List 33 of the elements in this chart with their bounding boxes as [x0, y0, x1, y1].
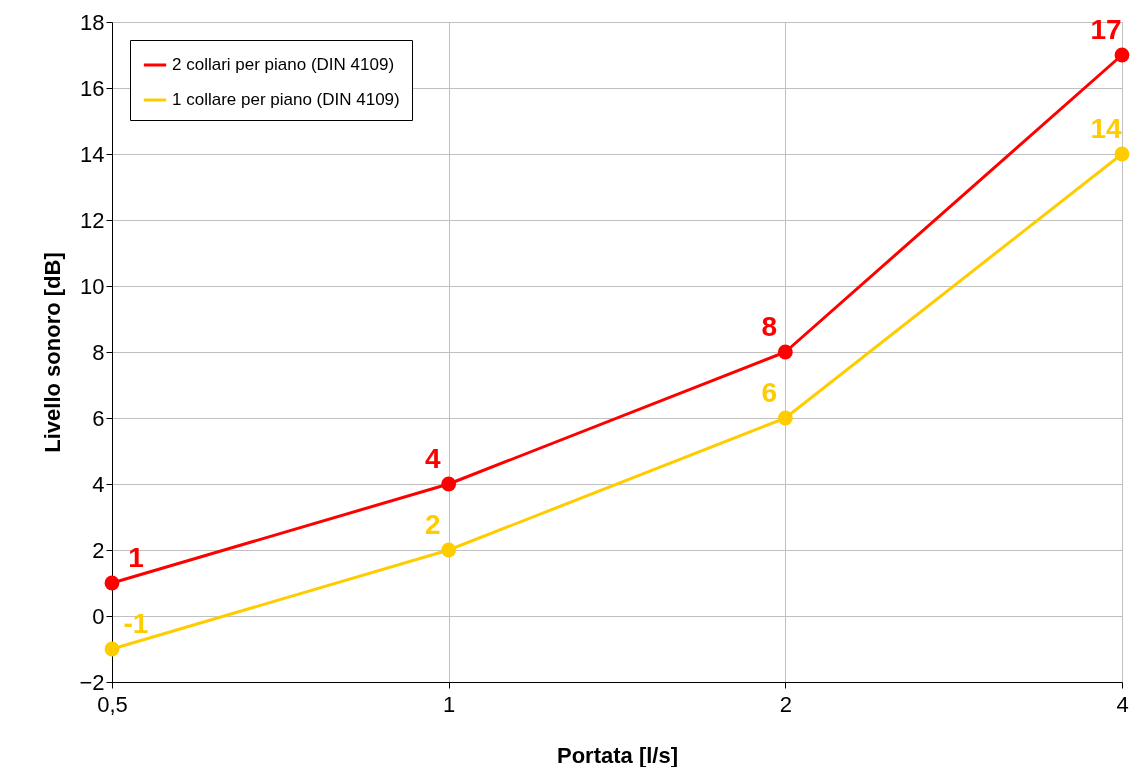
point	[777, 344, 793, 360]
point	[441, 542, 457, 558]
x-axis-title: Portata [l/s]	[556, 742, 679, 768]
y-tick-label: 2	[92, 537, 105, 563]
y-tick-label: 4	[92, 471, 105, 497]
y-tick-label: 0	[92, 603, 105, 629]
point	[1114, 47, 1130, 63]
y-axis-title: Livello sonoro [dB]	[40, 252, 66, 453]
data-label: 1	[128, 542, 144, 573]
x-tick-label: 2	[779, 691, 792, 717]
point	[104, 575, 120, 591]
data-label: -1	[123, 608, 149, 639]
y-tick-label: 16	[80, 75, 105, 101]
point	[777, 410, 793, 426]
data-label: 8	[761, 311, 778, 342]
y-tick-label: 18	[80, 9, 105, 35]
x-tick-label: 4	[1116, 691, 1129, 717]
y-tick-label: 10	[80, 273, 105, 299]
y-tick-label: 14	[80, 141, 105, 167]
legend-label: 2 collari per piano (DIN 4109)	[172, 55, 395, 74]
data-label: 2	[424, 509, 441, 540]
data-label: 4	[424, 443, 441, 474]
y-tick-label: 6	[92, 405, 105, 431]
data-label: 6	[761, 377, 778, 408]
point	[1114, 146, 1130, 162]
legend-label: 1 collare per piano (DIN 4109)	[172, 90, 400, 109]
y-tick-label: 12	[80, 207, 105, 233]
x-tick-label: 1	[443, 691, 456, 717]
y-tick-label: 8	[92, 339, 105, 365]
point	[104, 641, 120, 657]
data-label: 17	[1090, 14, 1122, 45]
data-label: 14	[1090, 113, 1122, 144]
point	[441, 476, 457, 492]
